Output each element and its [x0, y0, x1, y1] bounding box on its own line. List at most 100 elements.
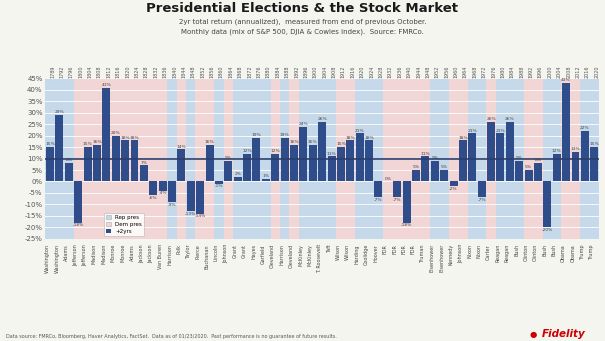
- Text: Presidential Elections & the Stock Market: Presidential Elections & the Stock Marke…: [146, 2, 459, 15]
- Bar: [270, 78, 280, 239]
- Text: Clinton: Clinton: [533, 244, 538, 262]
- Text: 8%: 8%: [65, 159, 72, 162]
- Text: 2%: 2%: [234, 172, 241, 176]
- Bar: [159, 181, 166, 191]
- Bar: [56, 115, 64, 181]
- Bar: [365, 140, 373, 181]
- Text: 18%: 18%: [129, 136, 139, 139]
- Text: Hayes: Hayes: [252, 244, 257, 259]
- Bar: [478, 181, 486, 197]
- Text: 18%: 18%: [458, 136, 468, 139]
- Text: 8%: 8%: [535, 159, 541, 162]
- Text: Garfield: Garfield: [261, 244, 266, 264]
- Bar: [233, 78, 243, 239]
- Text: -1%: -1%: [215, 184, 223, 189]
- Bar: [561, 78, 571, 239]
- Bar: [571, 78, 580, 239]
- Text: FDR: FDR: [392, 244, 397, 254]
- Text: 5%: 5%: [525, 165, 532, 169]
- Text: Kennedy: Kennedy: [448, 244, 454, 265]
- Text: 19%: 19%: [252, 133, 261, 137]
- Bar: [364, 78, 374, 239]
- Bar: [243, 154, 251, 181]
- Bar: [422, 156, 430, 181]
- Bar: [224, 78, 233, 239]
- Text: Obama: Obama: [561, 244, 566, 262]
- Bar: [177, 78, 186, 239]
- Text: Coolidge: Coolidge: [364, 244, 369, 265]
- Bar: [215, 181, 223, 184]
- Bar: [355, 78, 364, 239]
- Text: 9%: 9%: [431, 156, 438, 160]
- Text: Adams: Adams: [64, 244, 69, 261]
- Text: -18%: -18%: [73, 223, 84, 227]
- Bar: [261, 78, 270, 239]
- Bar: [93, 145, 101, 181]
- Text: Obama: Obama: [571, 244, 575, 262]
- Bar: [487, 122, 495, 181]
- Bar: [45, 78, 55, 239]
- Text: Clinton: Clinton: [523, 244, 529, 262]
- Bar: [290, 145, 298, 181]
- Bar: [553, 154, 561, 181]
- Text: Adams: Adams: [129, 244, 134, 261]
- Text: 22%: 22%: [580, 127, 590, 130]
- Text: Pierce: Pierce: [195, 244, 200, 259]
- Text: 11%: 11%: [420, 152, 430, 155]
- Text: 41%: 41%: [102, 83, 111, 87]
- Text: Monroe: Monroe: [120, 244, 125, 263]
- Text: 1%: 1%: [263, 175, 269, 178]
- Text: 2yr total return (annualized),  measured from end of previous October.: 2yr total return (annualized), measured …: [178, 19, 427, 25]
- Text: 29%: 29%: [54, 110, 64, 114]
- Text: Taylor: Taylor: [186, 244, 191, 259]
- Text: -14%: -14%: [195, 214, 206, 218]
- Text: 43%: 43%: [561, 78, 571, 82]
- Bar: [486, 78, 495, 239]
- Text: 15%: 15%: [336, 143, 346, 146]
- Bar: [402, 78, 411, 239]
- Bar: [177, 149, 185, 181]
- Text: FDR: FDR: [411, 244, 416, 254]
- Text: 15%: 15%: [589, 143, 599, 146]
- Bar: [374, 181, 382, 197]
- Text: FDR: FDR: [383, 244, 388, 254]
- Text: -20%: -20%: [541, 228, 553, 232]
- Bar: [393, 78, 402, 239]
- Bar: [252, 78, 261, 239]
- Bar: [468, 133, 476, 181]
- Bar: [337, 147, 345, 181]
- Text: Cleveland: Cleveland: [289, 244, 294, 268]
- Bar: [431, 161, 439, 181]
- Bar: [252, 138, 261, 181]
- Text: -2%: -2%: [450, 187, 458, 191]
- Text: Nixon: Nixon: [467, 244, 473, 258]
- Text: 9%: 9%: [225, 156, 232, 160]
- Bar: [327, 156, 336, 181]
- Text: Eisenhower: Eisenhower: [430, 244, 435, 272]
- Text: Jefferson: Jefferson: [73, 244, 78, 266]
- Bar: [543, 181, 551, 227]
- Bar: [514, 78, 524, 239]
- Text: -6%: -6%: [149, 196, 157, 200]
- Bar: [158, 78, 168, 239]
- Bar: [299, 78, 308, 239]
- Text: ●: ●: [530, 330, 537, 339]
- Text: Grant: Grant: [233, 244, 238, 258]
- Text: 19%: 19%: [280, 133, 289, 137]
- Text: 16%: 16%: [92, 140, 102, 144]
- Bar: [505, 78, 514, 239]
- Bar: [580, 78, 589, 239]
- Text: T. Roosevelt: T. Roosevelt: [317, 244, 322, 273]
- Bar: [205, 78, 214, 239]
- Text: 5%: 5%: [440, 165, 448, 169]
- Bar: [243, 78, 252, 239]
- Bar: [327, 78, 336, 239]
- Bar: [111, 78, 120, 239]
- Text: Grant: Grant: [242, 244, 247, 258]
- Bar: [149, 181, 157, 195]
- Text: -4%: -4%: [159, 191, 167, 195]
- Bar: [308, 78, 318, 239]
- Bar: [562, 83, 570, 181]
- Bar: [262, 179, 270, 181]
- Text: 15%: 15%: [45, 143, 55, 146]
